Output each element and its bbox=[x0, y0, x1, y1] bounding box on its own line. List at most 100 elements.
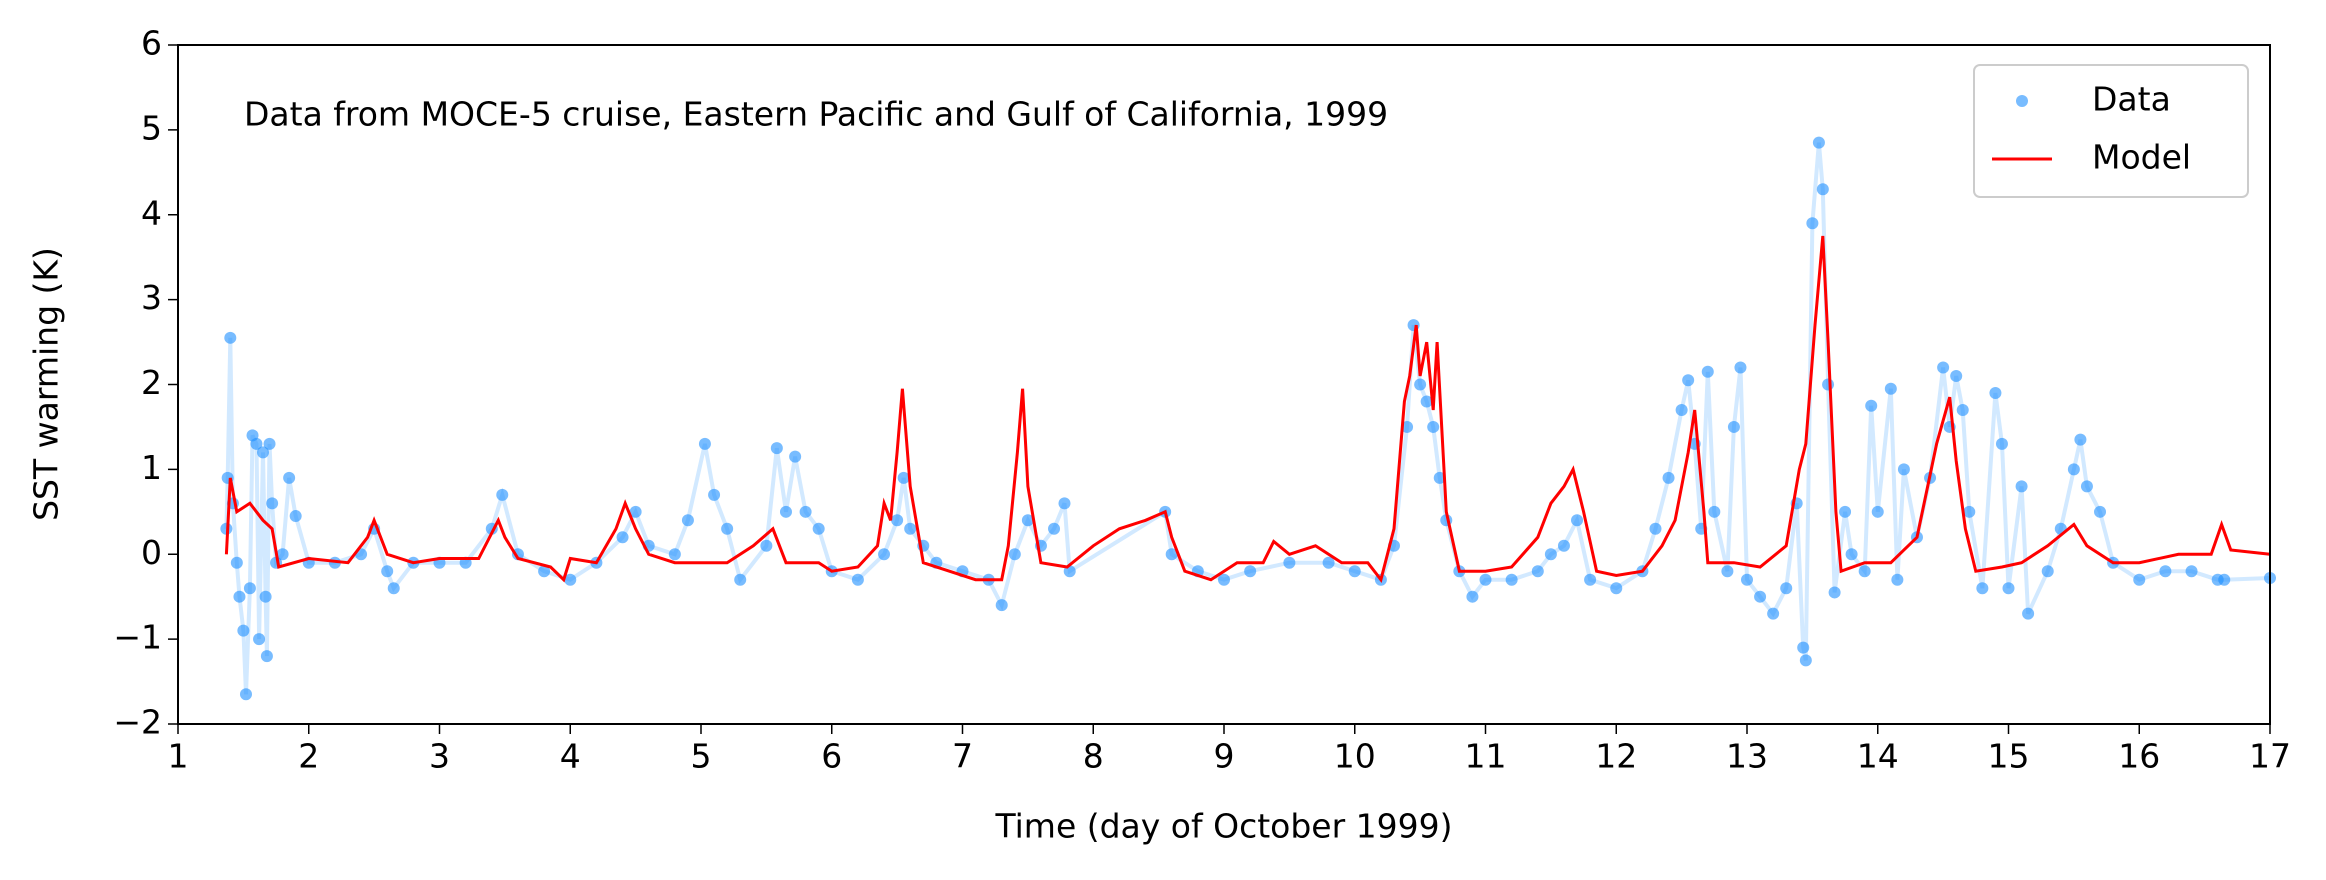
y-tick-label: 2 bbox=[141, 363, 162, 402]
data-point bbox=[1531, 565, 1544, 578]
data-point bbox=[734, 573, 747, 586]
x-tick-label: 5 bbox=[691, 737, 712, 776]
data-point bbox=[1950, 370, 1963, 383]
data-point bbox=[1662, 471, 1675, 484]
data-point bbox=[1649, 522, 1662, 535]
data-point bbox=[538, 565, 551, 578]
annotation: Data from MOCE-5 cruise, Eastern Pacific… bbox=[244, 95, 1388, 134]
data-point bbox=[1754, 590, 1767, 603]
data-point bbox=[1571, 514, 1584, 527]
y-axis-label: SST warming (K) bbox=[27, 247, 66, 521]
x-tick-label: 9 bbox=[1214, 737, 1235, 776]
data-point bbox=[1897, 463, 1910, 476]
data-point bbox=[779, 505, 792, 518]
data-point bbox=[1822, 378, 1835, 391]
x-tick-label: 7 bbox=[952, 737, 973, 776]
data-point bbox=[1048, 522, 1061, 535]
data-point bbox=[381, 565, 394, 578]
y-tick-label: 0 bbox=[141, 533, 162, 572]
data-point bbox=[1427, 420, 1440, 433]
data-point bbox=[1741, 573, 1753, 586]
data-point bbox=[1701, 365, 1714, 378]
x-tick-label: 10 bbox=[1334, 737, 1376, 776]
x-axis-label: Time (day of October 1999) bbox=[994, 807, 1452, 846]
data-point bbox=[789, 450, 802, 463]
y-tick-label: 1 bbox=[141, 448, 162, 487]
data-point bbox=[233, 590, 246, 603]
data-point bbox=[496, 488, 509, 501]
x-tick-label: 3 bbox=[429, 737, 450, 776]
data-point bbox=[2015, 480, 2028, 493]
data-point bbox=[1708, 505, 1721, 518]
data-point bbox=[1963, 505, 1976, 518]
x-tick-label: 8 bbox=[1083, 737, 1104, 776]
data-point bbox=[1989, 386, 2002, 399]
data-point bbox=[1008, 548, 1021, 561]
data-point bbox=[387, 582, 400, 595]
data-point bbox=[1584, 573, 1597, 586]
data-point bbox=[851, 573, 864, 586]
x-tick-label: 16 bbox=[2118, 737, 2160, 776]
x-tick-label: 14 bbox=[1857, 737, 1899, 776]
data-point bbox=[2159, 565, 2172, 578]
data-point bbox=[1734, 361, 1747, 374]
data-point bbox=[1812, 136, 1825, 149]
data-point bbox=[799, 505, 812, 518]
data-point bbox=[239, 688, 252, 701]
data-point bbox=[564, 573, 577, 586]
data-point bbox=[2094, 505, 2107, 518]
x-tick-label: 1 bbox=[168, 737, 189, 776]
y-tick-label: 5 bbox=[141, 108, 162, 147]
legend-label: Model bbox=[2092, 138, 2191, 177]
data-point bbox=[2067, 463, 2080, 476]
data-point bbox=[276, 548, 289, 561]
plot-area bbox=[220, 136, 2276, 701]
data-point bbox=[1865, 399, 1878, 412]
data-point bbox=[812, 522, 825, 535]
data-point bbox=[1675, 403, 1688, 416]
data-point bbox=[904, 522, 917, 535]
data-point bbox=[668, 548, 681, 561]
data-point bbox=[1322, 556, 1335, 569]
data-point bbox=[2080, 480, 2093, 493]
data-point bbox=[256, 446, 269, 459]
plot-frame bbox=[177, 44, 2271, 725]
data-point bbox=[2185, 565, 2198, 578]
data-point bbox=[1505, 573, 1518, 586]
data-point bbox=[760, 539, 773, 552]
data-point bbox=[1891, 573, 1904, 586]
data-point bbox=[263, 437, 276, 450]
y-tick-label: 4 bbox=[141, 193, 162, 232]
x-tick-label: 13 bbox=[1726, 737, 1768, 776]
data-point bbox=[2074, 433, 2087, 446]
data-point bbox=[995, 599, 1008, 612]
data-point bbox=[1466, 590, 1479, 603]
data-point bbox=[1871, 505, 1884, 518]
data-point bbox=[681, 514, 694, 527]
data-point bbox=[237, 624, 250, 637]
data-point bbox=[878, 548, 891, 561]
data-point bbox=[891, 514, 904, 527]
data-point bbox=[897, 471, 910, 484]
data-point bbox=[250, 437, 263, 450]
x-tick-label: 6 bbox=[821, 737, 842, 776]
data-point bbox=[1682, 374, 1695, 387]
y-tick-label: −2 bbox=[113, 703, 162, 742]
x-tick-label: 4 bbox=[560, 737, 581, 776]
data-point bbox=[1858, 565, 1871, 578]
data-point bbox=[1479, 573, 1492, 586]
data-point bbox=[1806, 217, 1819, 230]
data-point bbox=[1557, 539, 1570, 552]
data-point bbox=[1816, 183, 1829, 196]
data-point bbox=[616, 531, 629, 544]
data-point bbox=[243, 582, 256, 595]
x-tick-label: 11 bbox=[1465, 737, 1507, 776]
data-point bbox=[770, 442, 783, 455]
y-tick-label: 6 bbox=[141, 24, 162, 63]
data-point bbox=[1839, 505, 1852, 518]
data-point bbox=[289, 510, 302, 523]
data-point bbox=[1058, 497, 1071, 510]
data-point bbox=[224, 331, 237, 344]
data-point bbox=[1244, 565, 1257, 578]
data-point bbox=[1884, 382, 1897, 395]
